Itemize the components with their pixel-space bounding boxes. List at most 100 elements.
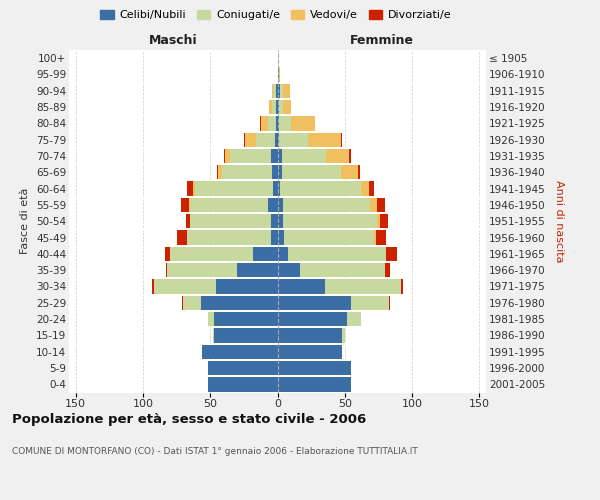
Bar [256, 132, 275, 147]
Legend: Celibi/Nubili, Coniugati/e, Vedovi/e, Divorziati/e: Celibi/Nubili, Coniugati/e, Vedovi/e, Di… [96, 6, 456, 25]
Bar [280, 182, 361, 196]
Bar [268, 116, 276, 130]
Bar [272, 165, 277, 180]
Bar [217, 165, 218, 180]
Bar [277, 296, 352, 310]
Bar [189, 198, 190, 212]
Bar [283, 198, 370, 212]
Bar [224, 149, 225, 163]
Bar [214, 312, 277, 326]
Bar [347, 312, 361, 326]
Bar [277, 361, 352, 375]
Bar [176, 230, 187, 244]
Bar [277, 132, 279, 147]
Bar [279, 132, 308, 147]
Bar [377, 214, 380, 228]
Bar [260, 116, 262, 130]
Bar [279, 116, 291, 130]
Bar [288, 246, 386, 261]
Bar [277, 328, 342, 342]
Bar [342, 328, 345, 342]
Bar [291, 116, 315, 130]
Text: Popolazione per età, sesso e stato civile - 2006: Popolazione per età, sesso e stato civil… [12, 412, 366, 426]
Bar [277, 246, 288, 261]
Bar [166, 263, 167, 278]
Bar [277, 116, 279, 130]
Bar [276, 84, 277, 98]
Y-axis label: Fasce di età: Fasce di età [20, 188, 31, 254]
Bar [370, 198, 377, 212]
Bar [376, 230, 386, 244]
Bar [193, 182, 196, 196]
Bar [182, 296, 184, 310]
Text: Maschi: Maschi [149, 34, 197, 48]
Bar [218, 165, 223, 180]
Bar [187, 182, 193, 196]
Bar [401, 280, 403, 293]
Bar [386, 246, 397, 261]
Bar [190, 214, 271, 228]
Bar [237, 263, 277, 278]
Bar [283, 84, 290, 98]
Bar [181, 198, 189, 212]
Bar [269, 100, 272, 114]
Bar [349, 149, 352, 163]
Bar [361, 182, 369, 196]
Text: COMUNE DI MONTORFANO (CO) - Dati ISTAT 1° gennaio 2006 - Elaborazione TUTTITALIA: COMUNE DI MONTORFANO (CO) - Dati ISTAT 1… [12, 448, 418, 456]
Y-axis label: Anni di nascita: Anni di nascita [554, 180, 564, 262]
Bar [380, 214, 388, 228]
Bar [202, 344, 277, 359]
Bar [277, 280, 325, 293]
Bar [208, 377, 277, 392]
Bar [377, 198, 385, 212]
Bar [385, 263, 391, 278]
Bar [164, 246, 170, 261]
Bar [272, 100, 276, 114]
Bar [369, 182, 374, 196]
Bar [374, 230, 376, 244]
Bar [277, 149, 281, 163]
Bar [215, 280, 277, 293]
Bar [277, 84, 280, 98]
Bar [244, 132, 245, 147]
Bar [268, 198, 277, 212]
Bar [281, 165, 341, 180]
Bar [281, 149, 326, 163]
Bar [277, 377, 352, 392]
Bar [277, 198, 283, 212]
Bar [190, 198, 268, 212]
Bar [208, 312, 214, 326]
Bar [230, 149, 271, 163]
Bar [276, 100, 277, 114]
Bar [280, 84, 283, 98]
Bar [279, 100, 283, 114]
Bar [301, 263, 385, 278]
Bar [187, 230, 271, 244]
Bar [167, 263, 237, 278]
Bar [277, 230, 284, 244]
Bar [358, 165, 359, 180]
Bar [214, 328, 277, 342]
Bar [184, 296, 201, 310]
Bar [186, 214, 190, 228]
Bar [196, 182, 274, 196]
Bar [274, 182, 277, 196]
Bar [326, 149, 349, 163]
Bar [277, 182, 280, 196]
Bar [272, 84, 274, 98]
Bar [225, 149, 230, 163]
Bar [277, 68, 279, 82]
Bar [223, 165, 272, 180]
Bar [253, 246, 277, 261]
Bar [277, 100, 279, 114]
Bar [279, 68, 280, 82]
Bar [154, 280, 215, 293]
Bar [152, 280, 154, 293]
Bar [283, 100, 291, 114]
Bar [308, 132, 341, 147]
Bar [275, 132, 277, 147]
Bar [208, 361, 277, 375]
Bar [276, 116, 277, 130]
Bar [284, 230, 374, 244]
Bar [341, 165, 358, 180]
